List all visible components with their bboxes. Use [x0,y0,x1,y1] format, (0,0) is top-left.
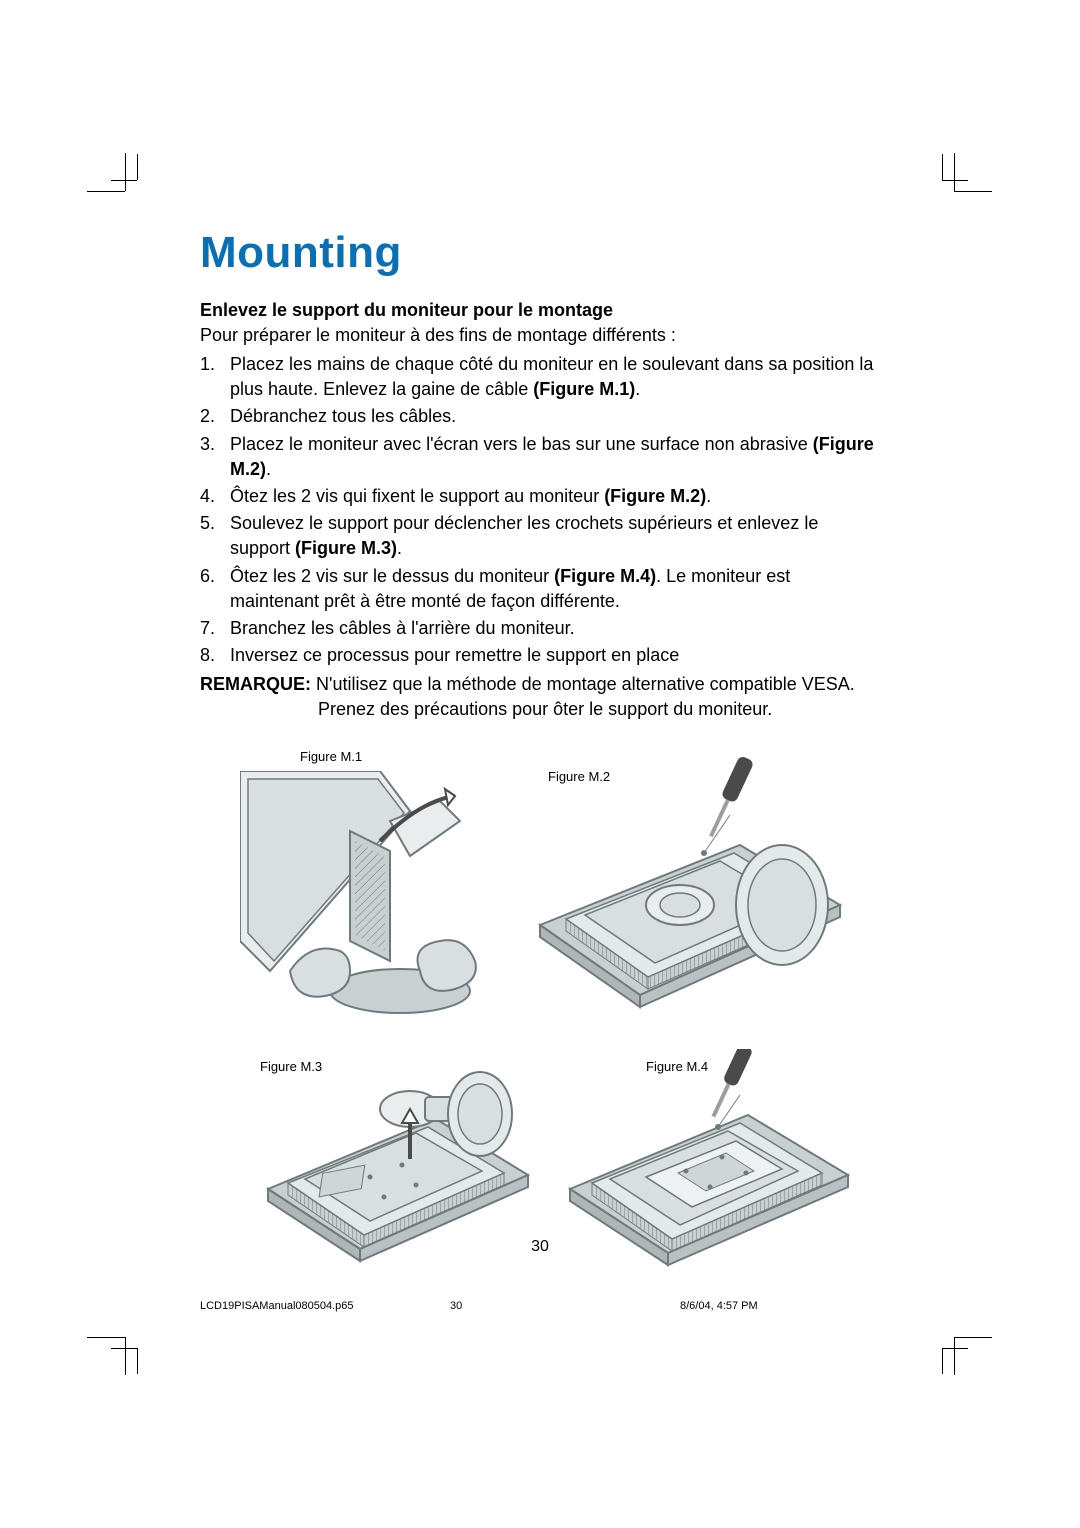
step-item: Ôtez les 2 vis qui fixent le support au … [200,484,880,509]
figure-m1: Figure M.1 [240,771,490,1021]
intro-text: Pour préparer le moniteur à des fins de … [200,325,880,346]
step-text: . [635,379,640,399]
remark-block: REMARQUE: N'utilisez que la méthode de m… [200,672,880,722]
figure-ref: (Figure M.3) [295,538,397,558]
figure-caption: Figure M.4 [646,1059,708,1074]
page-body: Mounting Enlevez le support du moniteur … [200,228,880,1289]
figure-m4: Figure M.4 [560,1049,860,1269]
steps-list: Placez les mains de chaque côté du monit… [200,352,880,668]
step-item: Débranchez tous les câbles. [200,404,880,429]
step-text: . [706,486,711,506]
figure-caption: Figure M.3 [260,1059,322,1074]
remark-label: REMARQUE: [200,674,311,694]
figure-ref: (Figure M.1) [533,379,635,399]
page-number: 30 [0,1238,1080,1256]
footer-page: 30 [450,1300,462,1312]
figure-m2-illustration [530,755,850,1015]
figure-ref: (Figure M.2) [604,486,706,506]
footer-timestamp: 8/6/04, 4:57 PM [680,1300,758,1312]
step-item: Soulevez le support pour déclencher les … [200,511,880,561]
step-text: Placez le moniteur avec l'écran vers le … [230,434,813,454]
step-text: Inversez ce processus pour remettre le s… [230,645,679,665]
figures-area: Figure M.1 [200,749,880,1289]
step-text: . [397,538,402,558]
figure-m2: Figure M.2 [530,755,850,1015]
section-subhead: Enlevez le support du moniteur pour le m… [200,300,880,321]
figure-m3: Figure M.3 [260,1049,540,1269]
figure-caption: Figure M.2 [548,769,610,784]
figure-m3-illustration [260,1049,540,1269]
step-text: . [266,459,271,479]
step-item: Inversez ce processus pour remettre le s… [200,643,880,668]
step-text: Branchez les câbles à l'arrière du monit… [230,618,575,638]
page-title: Mounting [200,228,880,278]
remark-text: Prenez des précautions pour ôter le supp… [200,697,880,722]
step-text: Ôtez les 2 vis qui fixent le support au … [230,486,604,506]
step-item: Ôtez les 2 vis sur le dessus du moniteur… [200,564,880,614]
step-text: Débranchez tous les câbles. [230,406,456,426]
step-text: Ôtez les 2 vis sur le dessus du moniteur [230,566,554,586]
step-item: Placez le moniteur avec l'écran vers le … [200,432,880,482]
figure-m4-illustration [560,1049,860,1269]
figure-caption: Figure M.1 [300,749,362,764]
figure-ref: (Figure M.4) [554,566,656,586]
remark-text: N'utilisez que la méthode de montage alt… [316,674,855,694]
footer-filename: LCD19PISAManual080504.p65 [200,1300,354,1312]
step-item: Placez les mains de chaque côté du monit… [200,352,880,402]
step-item: Branchez les câbles à l'arrière du monit… [200,616,880,641]
figure-m1-illustration [240,771,490,1021]
